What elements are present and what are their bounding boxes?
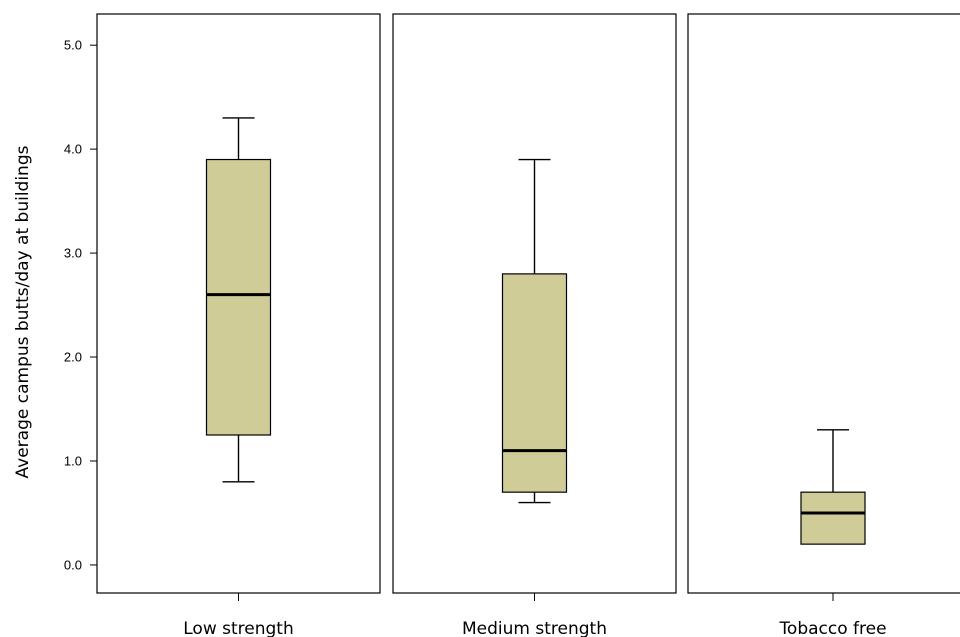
box-0: [205, 158, 272, 436]
box-1: [501, 273, 568, 493]
y-tick-label-0: 0.0: [64, 557, 82, 572]
category-label-0: Low strength: [183, 619, 293, 637]
y-tick-label-1: 1.0: [64, 453, 82, 468]
panel-1: Medium strength: [392, 13, 677, 637]
y-axis: 0.0 1.0 2.0 3.0 4.0 5.0: [64, 38, 97, 572]
category-label-2: Tobacco free: [778, 619, 886, 637]
y-tick-label-5: 5.0: [64, 38, 82, 53]
y-tick-label-3: 3.0: [64, 246, 82, 261]
category-label-1: Medium strength: [462, 619, 607, 637]
panel-2: Tobacco free: [687, 13, 960, 637]
y-tick-label-2: 2.0: [64, 350, 82, 365]
y-axis-title: Average campus butts/day at buildings: [13, 145, 33, 478]
y-tick-label-4: 4.0: [64, 142, 82, 157]
panel-0: Low strength: [96, 13, 381, 637]
panels-layer: Low strength Medium strength Tobacco free: [96, 13, 960, 637]
box-2: [800, 491, 866, 545]
